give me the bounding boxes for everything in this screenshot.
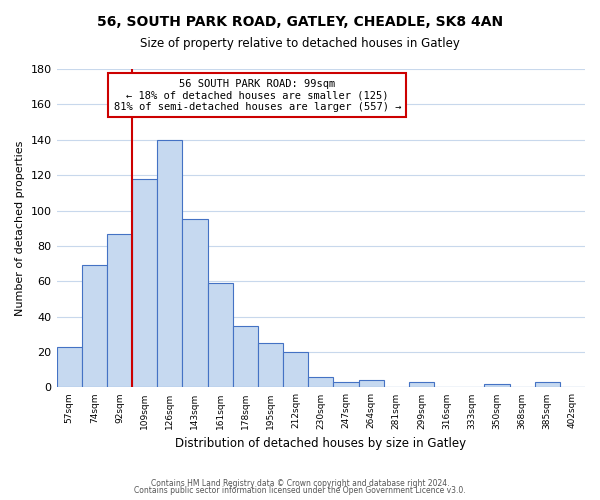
Text: 56 SOUTH PARK ROAD: 99sqm
← 18% of detached houses are smaller (125)
81% of semi: 56 SOUTH PARK ROAD: 99sqm ← 18% of detac… — [113, 78, 401, 112]
Text: Contains HM Land Registry data © Crown copyright and database right 2024.: Contains HM Land Registry data © Crown c… — [151, 478, 449, 488]
Bar — [409, 382, 434, 388]
Text: Contains public sector information licensed under the Open Government Licence v3: Contains public sector information licen… — [134, 486, 466, 495]
Bar — [359, 380, 383, 388]
Bar — [258, 343, 283, 388]
Bar — [308, 377, 334, 388]
Bar — [82, 266, 107, 388]
Y-axis label: Number of detached properties: Number of detached properties — [15, 140, 25, 316]
Bar — [107, 234, 132, 388]
Text: Size of property relative to detached houses in Gatley: Size of property relative to detached ho… — [140, 38, 460, 51]
Text: 56, SOUTH PARK ROAD, GATLEY, CHEADLE, SK8 4AN: 56, SOUTH PARK ROAD, GATLEY, CHEADLE, SK… — [97, 15, 503, 29]
Bar — [182, 220, 208, 388]
Bar — [334, 382, 359, 388]
Bar — [157, 140, 182, 388]
Bar — [208, 283, 233, 388]
Bar — [132, 178, 157, 388]
X-axis label: Distribution of detached houses by size in Gatley: Distribution of detached houses by size … — [175, 437, 466, 450]
Bar — [56, 346, 82, 388]
Bar — [283, 352, 308, 388]
Bar — [484, 384, 509, 388]
Bar — [233, 326, 258, 388]
Bar — [535, 382, 560, 388]
